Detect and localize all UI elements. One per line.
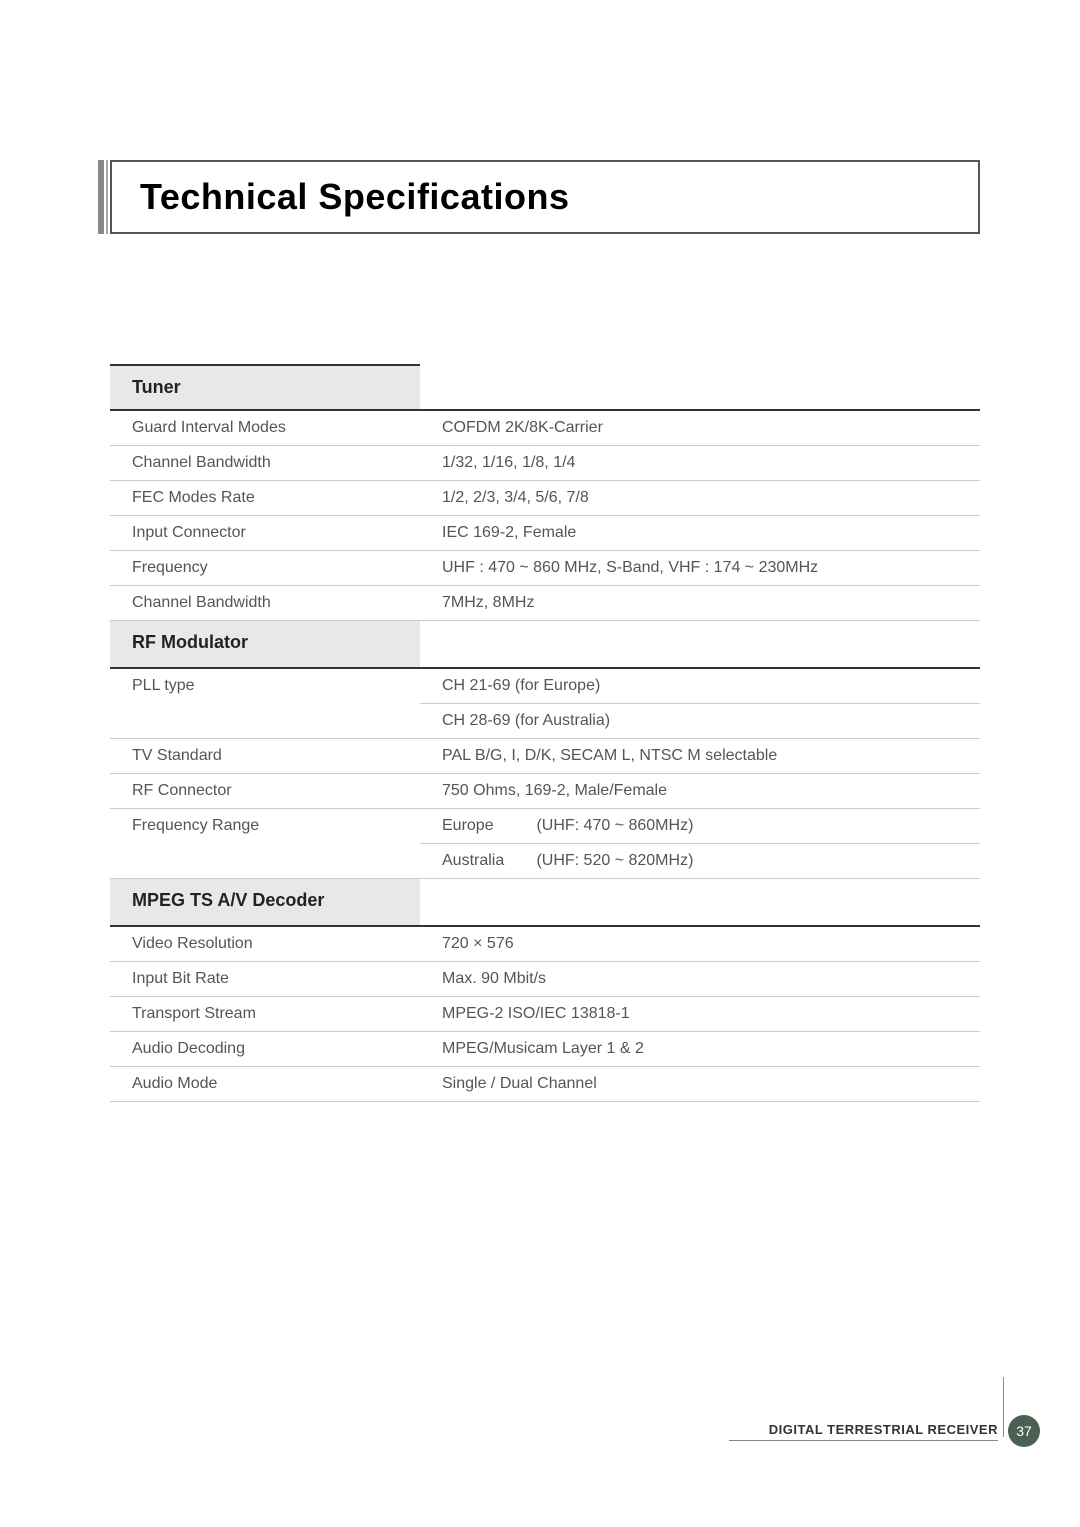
table-row: TV Standard PAL B/G, I, D/K, SECAM L, NT… — [110, 739, 980, 774]
spec-label: Audio Mode — [110, 1067, 420, 1102]
table-row: CH 28-69 (for Australia) — [110, 704, 980, 739]
region-label: Australia — [442, 852, 532, 870]
table-row: Channel Bandwidth 1/32, 1/16, 1/8, 1/4 — [110, 446, 980, 481]
table-row: PLL type CH 21-69 (for Europe) — [110, 668, 980, 704]
table-row: Input Bit Rate Max. 90 Mbit/s — [110, 962, 980, 997]
spec-value: IEC 169-2, Female — [420, 516, 980, 551]
section-title: Tuner — [110, 365, 420, 410]
table-row: Audio Decoding MPEG/Musicam Layer 1 & 2 — [110, 1032, 980, 1067]
spec-value: 1/32, 1/16, 1/8, 1/4 — [420, 446, 980, 481]
spec-value: MPEG-2 ISO/IEC 13818-1 — [420, 997, 980, 1032]
region-label: Europe — [442, 817, 532, 835]
spec-label: Audio Decoding — [110, 1032, 420, 1067]
region-value: (UHF: 520 ~ 820MHz) — [536, 852, 693, 869]
spec-label: RF Connector — [110, 774, 420, 809]
table-row: RF Connector 750 Ohms, 169-2, Male/Femal… — [110, 774, 980, 809]
spec-label: Input Connector — [110, 516, 420, 551]
page-number-badge: 37 — [1008, 1415, 1040, 1447]
spec-label-empty — [110, 844, 420, 879]
page-footer: DIGITAL TERRESTRIAL RECEIVER 37 — [729, 1415, 1040, 1447]
spec-value: CH 21-69 (for Europe) — [420, 668, 980, 704]
section-mpeg-header: MPEG TS A/V Decoder — [110, 879, 980, 927]
spec-value: Max. 90 Mbit/s — [420, 962, 980, 997]
section-title: MPEG TS A/V Decoder — [110, 879, 420, 927]
table-row: Guard Interval Modes COFDM 2K/8K-Carrier — [110, 410, 980, 446]
table-row: Audio Mode Single / Dual Channel — [110, 1067, 980, 1102]
table-row: Video Resolution 720 × 576 — [110, 926, 980, 962]
table-row: FEC Modes Rate 1/2, 2/3, 3/4, 5/6, 7/8 — [110, 481, 980, 516]
section-spacer — [420, 879, 980, 927]
section-spacer — [420, 365, 980, 410]
section-rf-header: RF Modulator — [110, 621, 980, 669]
section-spacer — [420, 621, 980, 669]
spec-value: MPEG/Musicam Layer 1 & 2 — [420, 1032, 980, 1067]
spec-value: UHF : 470 ~ 860 MHz, S-Band, VHF : 174 ~… — [420, 551, 980, 586]
spec-label: Frequency Range — [110, 809, 420, 844]
spec-label: Input Bit Rate — [110, 962, 420, 997]
section-tuner-header: Tuner — [110, 365, 980, 410]
spec-label: TV Standard — [110, 739, 420, 774]
spec-label: Video Resolution — [110, 926, 420, 962]
page-title: Technical Specifications — [140, 176, 950, 218]
spec-label: Guard Interval Modes — [110, 410, 420, 446]
spec-value: 7MHz, 8MHz — [420, 586, 980, 621]
table-row: Transport Stream MPEG-2 ISO/IEC 13818-1 — [110, 997, 980, 1032]
spec-value: 1/2, 2/3, 3/4, 5/6, 7/8 — [420, 481, 980, 516]
footer-text: DIGITAL TERRESTRIAL RECEIVER — [729, 1422, 998, 1441]
spec-label: PLL type — [110, 668, 420, 704]
spec-value: 750 Ohms, 169-2, Male/Female — [420, 774, 980, 809]
spec-label: FEC Modes Rate — [110, 481, 420, 516]
spec-label: Frequency — [110, 551, 420, 586]
spec-label: Channel Bandwidth — [110, 446, 420, 481]
spec-value: Europe (UHF: 470 ~ 860MHz) — [420, 809, 980, 844]
table-row: Australia (UHF: 520 ~ 820MHz) — [110, 844, 980, 879]
spec-label: Transport Stream — [110, 997, 420, 1032]
specifications-table: Tuner Guard Interval Modes COFDM 2K/8K-C… — [110, 364, 980, 1102]
spec-label: Channel Bandwidth — [110, 586, 420, 621]
spec-value: COFDM 2K/8K-Carrier — [420, 410, 980, 446]
region-value: (UHF: 470 ~ 860MHz) — [536, 817, 693, 834]
spec-value: CH 28-69 (for Australia) — [420, 704, 980, 739]
table-row: Frequency UHF : 470 ~ 860 MHz, S-Band, V… — [110, 551, 980, 586]
table-row: Frequency Range Europe (UHF: 470 ~ 860MH… — [110, 809, 980, 844]
spec-label-empty — [110, 704, 420, 739]
spec-value: Australia (UHF: 520 ~ 820MHz) — [420, 844, 980, 879]
page-container: Technical Specifications Tuner Guard Int… — [0, 0, 1080, 1102]
spec-value: 720 × 576 — [420, 926, 980, 962]
title-box: Technical Specifications — [110, 160, 980, 234]
spec-value: PAL B/G, I, D/K, SECAM L, NTSC M selecta… — [420, 739, 980, 774]
table-row: Input Connector IEC 169-2, Female — [110, 516, 980, 551]
spec-value: Single / Dual Channel — [420, 1067, 980, 1102]
section-title: RF Modulator — [110, 621, 420, 669]
table-row: Channel Bandwidth 7MHz, 8MHz — [110, 586, 980, 621]
